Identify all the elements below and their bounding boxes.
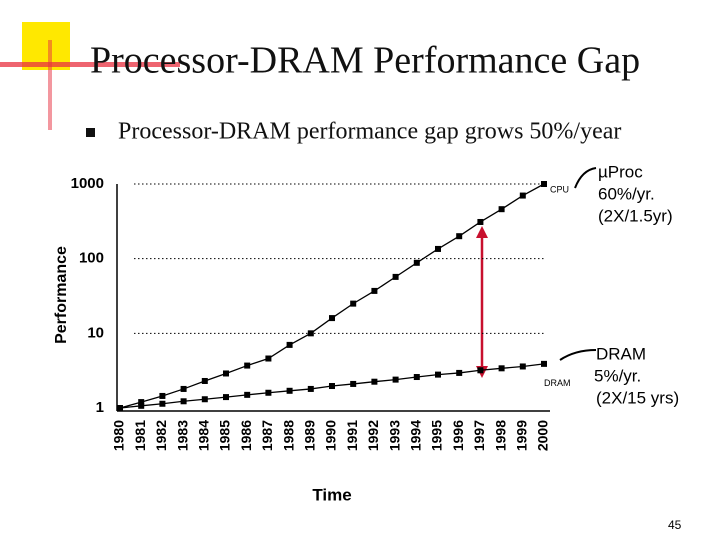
x-tick-label: 1993 bbox=[386, 420, 402, 451]
x-tick-label: 1980 bbox=[111, 420, 127, 451]
point-marker bbox=[371, 378, 378, 385]
x-tick-label: 1998 bbox=[492, 420, 508, 451]
point-marker bbox=[180, 385, 187, 392]
x-tick-label: 1989 bbox=[302, 420, 318, 451]
point-marker bbox=[265, 355, 272, 362]
deco-bar bbox=[0, 62, 180, 67]
point-marker bbox=[223, 370, 229, 377]
point-marker bbox=[392, 376, 399, 383]
point-marker bbox=[201, 396, 208, 403]
annotation: 5%/yr. bbox=[594, 366, 641, 385]
point-marker bbox=[159, 400, 166, 407]
point-marker bbox=[413, 259, 420, 266]
point-marker bbox=[265, 389, 272, 396]
point-marker bbox=[329, 315, 335, 322]
point-marker bbox=[201, 377, 208, 384]
x-tick-label: 1992 bbox=[365, 420, 381, 451]
annotation: DRAM bbox=[596, 344, 646, 363]
x-axis-label: Time bbox=[312, 485, 351, 504]
point-marker bbox=[477, 218, 484, 225]
point-marker bbox=[350, 380, 357, 387]
point-marker bbox=[477, 367, 484, 374]
y-axis-label: Performance bbox=[53, 246, 70, 344]
y-tick-label: 1000 bbox=[71, 175, 104, 192]
annotation: µProc bbox=[598, 162, 643, 181]
deco-vbar bbox=[48, 40, 52, 130]
bullet-text: Processor-DRAM performance gap grows 50%… bbox=[118, 119, 621, 145]
gap-arrow-head bbox=[476, 226, 488, 238]
annotation: (2X/1.5yr) bbox=[598, 206, 673, 225]
series-label: CPU bbox=[550, 184, 569, 194]
slide-title: Processor-DRAM Performance Gap bbox=[90, 40, 640, 82]
y-tick-label: 1 bbox=[96, 399, 104, 416]
point-marker bbox=[392, 273, 399, 280]
point-marker bbox=[519, 363, 526, 370]
point-marker bbox=[456, 369, 463, 376]
point-marker bbox=[286, 341, 293, 348]
x-tick-label: 1988 bbox=[280, 420, 296, 451]
point-marker bbox=[329, 383, 335, 390]
point-marker bbox=[498, 365, 505, 372]
x-tick-label: 2000 bbox=[535, 420, 551, 451]
point-marker bbox=[498, 206, 505, 213]
x-tick-label: 1987 bbox=[259, 420, 275, 451]
point-marker bbox=[307, 330, 314, 337]
x-tick-label: 1981 bbox=[132, 420, 148, 451]
point-marker bbox=[223, 394, 229, 401]
series-label: DRAM bbox=[544, 378, 571, 388]
y-tick-label: 10 bbox=[87, 324, 104, 341]
y-tick-label: 100 bbox=[79, 250, 104, 267]
point-marker bbox=[435, 371, 441, 378]
point-marker bbox=[350, 300, 357, 307]
x-tick-label: 1996 bbox=[450, 420, 466, 451]
point-marker bbox=[244, 362, 251, 369]
point-marker bbox=[138, 399, 145, 406]
x-tick-label: 1985 bbox=[217, 420, 233, 451]
point-marker bbox=[435, 245, 441, 252]
x-tick-label: 1995 bbox=[429, 420, 445, 451]
x-tick-label: 1994 bbox=[408, 420, 424, 451]
point-marker bbox=[541, 360, 547, 367]
x-tick-label: 1999 bbox=[514, 420, 530, 451]
connector bbox=[559, 349, 597, 361]
x-tick-label: 1982 bbox=[153, 420, 169, 451]
point-marker bbox=[138, 402, 145, 409]
point-marker bbox=[371, 287, 378, 294]
point-marker bbox=[117, 405, 123, 411]
annotation: 60%/yr. bbox=[598, 184, 655, 203]
point-marker bbox=[180, 398, 187, 405]
point-marker bbox=[159, 392, 166, 399]
annotation: (2X/15 yrs) bbox=[596, 388, 679, 407]
x-tick-label: 1986 bbox=[238, 420, 254, 451]
page-number: 45 bbox=[668, 518, 682, 532]
bullet-marker bbox=[86, 128, 95, 137]
point-marker bbox=[456, 233, 463, 240]
point-marker bbox=[307, 385, 314, 392]
x-tick-label: 1983 bbox=[174, 420, 190, 451]
point-marker bbox=[286, 387, 293, 394]
x-tick-label: 1997 bbox=[471, 420, 487, 451]
x-tick-label: 1990 bbox=[323, 420, 339, 451]
point-marker bbox=[413, 374, 420, 381]
point-marker bbox=[541, 181, 547, 187]
x-tick-label: 1991 bbox=[344, 420, 360, 451]
x-tick-label: 1984 bbox=[196, 420, 212, 451]
connector bbox=[574, 167, 597, 189]
point-marker bbox=[519, 192, 526, 199]
point-marker bbox=[244, 391, 251, 398]
